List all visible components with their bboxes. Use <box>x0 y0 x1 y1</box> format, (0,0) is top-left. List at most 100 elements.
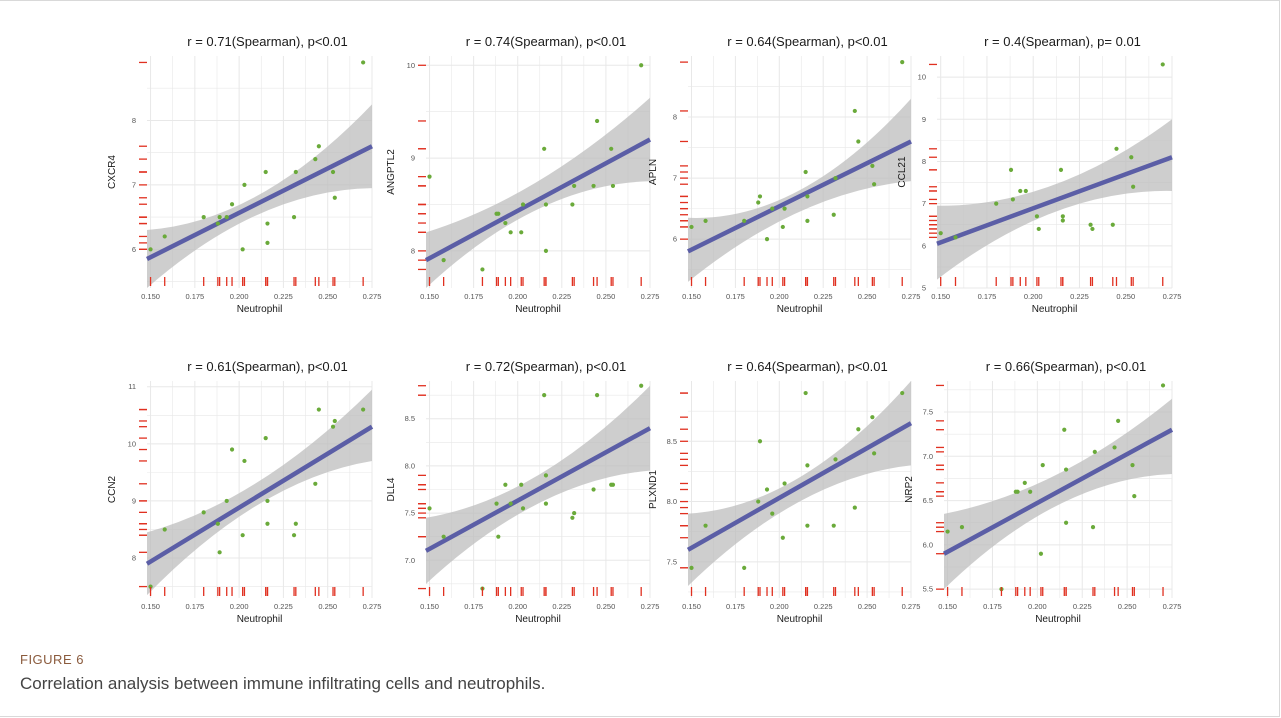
confidence-band <box>688 381 911 586</box>
data-point <box>610 482 616 487</box>
x-tick-label: 0.275 <box>363 602 382 611</box>
data-point <box>742 218 747 223</box>
y-tick-label: 8 <box>132 116 136 125</box>
regression-line <box>145 424 374 566</box>
x-tick-label: 0.200 <box>230 292 249 301</box>
x-tick-label: 0.175 <box>185 292 204 301</box>
y-axis-label: CCN2 <box>107 475 118 503</box>
data-point <box>313 481 318 486</box>
data-point <box>1088 222 1093 227</box>
regression-line <box>145 144 374 262</box>
data-point <box>1130 463 1135 468</box>
data-point <box>1092 449 1097 454</box>
y-tick-label: 8.5 <box>405 414 415 423</box>
panel-6: 0.150 0.175 0.200 0.225 0.250 0.275 7.0 7.5 8.0 8… <box>386 359 659 625</box>
y-tick-label: 10 <box>407 61 415 70</box>
panel-3: 0.150 0.175 0.200 0.225 0.250 0.275 6 7 8 r = 0.6… <box>648 34 920 315</box>
x-tick-label: 0.250 <box>858 292 877 301</box>
panel-8: 0.150 0.175 0.200 0.225 0.250 0.2755.56.06.57… <box>904 359 1181 625</box>
data-point <box>900 390 905 396</box>
y-tick-label: 10 <box>918 73 926 82</box>
figure-panels: 0.150 0.175 0.200 0.225 0.250 0.275 6 7 8 r = 0.7… <box>107 34 1181 625</box>
x-tick-label: 0.225 <box>274 292 293 301</box>
data-point <box>1036 226 1041 232</box>
panel-7: 0.150 0.175 0.200 0.225 0.250 0.275 7.5 8.0 8.5 r… <box>648 359 920 625</box>
x-axis-label: Neutrophil <box>237 304 283 315</box>
x-tick-label: 0.175 <box>726 602 745 611</box>
data-point <box>265 521 270 526</box>
data-point <box>293 521 298 526</box>
x-tick-label: 0.175 <box>185 602 204 611</box>
x-tick-label: 0.150 <box>420 292 439 301</box>
y-axis-label: PLXND1 <box>648 470 659 509</box>
regression-line <box>687 139 912 254</box>
x-tick-label: 0.225 <box>814 292 833 301</box>
data-point <box>591 487 596 492</box>
data-point <box>764 487 770 492</box>
x-tick-label: 0.225 <box>1073 602 1092 611</box>
x-tick-label: 0.200 <box>1024 292 1043 301</box>
data-point <box>215 221 220 226</box>
data-point <box>782 206 787 211</box>
data-point <box>224 498 229 504</box>
data-point <box>1023 188 1028 194</box>
data-point <box>1022 480 1027 485</box>
data-point <box>805 463 810 468</box>
data-point <box>520 506 526 511</box>
data-point <box>872 182 877 187</box>
data-point <box>770 206 775 211</box>
y-tick-label: 6.5 <box>923 496 933 505</box>
y-tick-label: 8.5 <box>667 437 677 446</box>
data-point <box>945 529 950 534</box>
y-tick-label: 9 <box>411 154 415 163</box>
y-tick-label: 10 <box>128 439 136 448</box>
data-point <box>224 215 229 220</box>
data-point <box>263 436 268 441</box>
data-point <box>900 60 905 65</box>
panel-1: 0.150 0.175 0.200 0.225 0.250 0.275 6 7 8 r = 0.7… <box>107 34 381 315</box>
data-point <box>570 202 575 207</box>
data-point <box>780 535 785 540</box>
data-point <box>1018 188 1023 194</box>
y-tick-label: 8 <box>411 246 415 255</box>
y-tick-label: 8.0 <box>405 461 415 470</box>
data-point <box>757 439 763 444</box>
data-point <box>1058 167 1064 172</box>
data-point <box>572 510 577 516</box>
data-point <box>856 427 861 432</box>
panel-title: r = 0.64(Spearman), p<0.01 <box>727 359 887 374</box>
regression-line <box>942 427 1174 556</box>
y-axis-label: DLL4 <box>386 477 397 501</box>
data-point <box>361 407 366 412</box>
data-point <box>1063 520 1069 525</box>
y-tick-label: 9 <box>132 496 136 505</box>
data-point <box>833 176 838 181</box>
y-axis-label: CCL21 <box>897 156 908 188</box>
data-point <box>441 258 446 263</box>
data-point <box>756 499 761 504</box>
x-tick-label: 0.275 <box>641 602 660 611</box>
x-axis-label: Neutrophil <box>777 614 823 625</box>
data-point <box>427 506 432 511</box>
data-point <box>570 515 575 520</box>
data-point <box>782 481 787 486</box>
x-tick-label: 0.250 <box>318 292 337 301</box>
x-axis-label: Neutrophil <box>777 304 823 315</box>
y-tick-label: 7 <box>132 180 136 189</box>
data-point <box>496 211 501 216</box>
data-point <box>856 139 861 144</box>
x-tick-label: 0.200 <box>508 292 527 301</box>
y-tick-label: 7.5 <box>405 509 415 518</box>
data-point <box>1132 494 1137 499</box>
y-tick-label: 6 <box>132 245 136 254</box>
data-point <box>805 218 810 223</box>
data-point <box>852 108 857 114</box>
data-point <box>316 144 321 149</box>
figure-caption: Correlation analysis between immune infi… <box>20 674 546 693</box>
x-tick-label: 0.275 <box>363 292 382 301</box>
data-point <box>831 523 836 528</box>
confidence-band <box>688 98 911 282</box>
data-point <box>201 510 206 515</box>
